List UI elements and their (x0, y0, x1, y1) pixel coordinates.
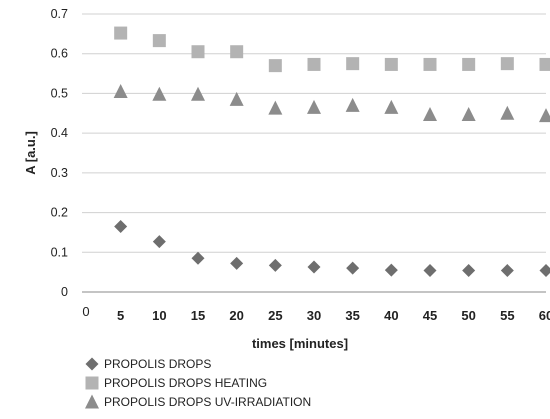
data-point-series-1 (230, 256, 244, 270)
data-point-series-1 (268, 258, 282, 272)
data-point-series-3 (152, 86, 167, 101)
legend-marker-2 (85, 376, 99, 390)
data-point-series-1 (307, 260, 321, 274)
data-point-series-1 (423, 264, 437, 278)
x-tick-label: 10 (152, 308, 166, 323)
data-point-series-1 (539, 264, 550, 278)
data-point-series-2 (114, 26, 128, 40)
data-point-series-1 (500, 264, 514, 278)
data-point-series-2 (152, 34, 166, 48)
data-point-series-2 (462, 57, 476, 71)
data-point-series-1 (462, 264, 476, 278)
y-tick-label: 0.7 (51, 7, 68, 21)
x-tick-label: 50 (461, 308, 475, 323)
x-tick-label: 25 (268, 308, 282, 323)
data-point-series-3 (229, 91, 244, 106)
x-tick-label: 40 (384, 308, 398, 323)
legend-label-1: PROPOLIS DROPS (104, 357, 211, 371)
data-point-series-1 (191, 251, 205, 265)
data-point-series-2 (268, 59, 282, 73)
data-point-series-3 (191, 86, 205, 101)
legend-marker-1 (85, 357, 99, 371)
y-tick-label: 0.1 (51, 245, 68, 259)
y-tick-label: 0.6 (51, 47, 68, 61)
data-point-series-3 (268, 100, 283, 115)
data-point-series-1 (114, 219, 128, 233)
data-point-series-2 (230, 45, 244, 59)
x-tick-label: 20 (229, 308, 243, 323)
legend-marker-3 (85, 394, 99, 409)
y-axis-ticks: 0 0.1 0.2 0.3 0.4 0.5 0.6 0.7 (51, 7, 68, 299)
x-tick-label: 45 (423, 308, 437, 323)
legend-label-3: PROPOLIS DROPS UV-IRRADIATION (104, 395, 311, 409)
gridlines (82, 13, 546, 293)
data-point-series-2 (346, 57, 360, 71)
x-tick-label: 55 (500, 308, 514, 323)
data-point-series-3 (500, 105, 515, 120)
data-point-series-3 (345, 97, 360, 112)
x-tick-label: 35 (345, 308, 359, 323)
data-point-series-1 (346, 261, 360, 275)
x-tick-label: 30 (307, 308, 321, 323)
data-point-series-1 (152, 235, 166, 249)
data-point-series-2 (384, 57, 398, 71)
legend: PROPOLIS DROPS PROPOLIS DROPS HEATING PROP… (85, 357, 311, 409)
x-tick-label: 5 (117, 308, 124, 323)
y-axis-title: A [a.u.] (23, 131, 38, 175)
data-point-series-3 (539, 108, 550, 123)
data-point-series-2 (539, 57, 550, 71)
data-point-series-2 (191, 45, 205, 59)
y-tick-label: 0 (61, 285, 68, 299)
x-tick-label: 15 (191, 308, 205, 323)
x-axis-title: times [minutes] (252, 336, 348, 351)
y-tick-label: 0.3 (51, 166, 68, 180)
data-point-series-2 (500, 57, 514, 71)
data-point-series-2 (307, 57, 321, 71)
legend-label-2: PROPOLIS DROPS HEATING (104, 376, 267, 390)
y-tick-label: 0.4 (51, 126, 68, 140)
y-tick-label: 0.5 (51, 86, 68, 100)
data-point-series-3 (461, 106, 476, 121)
data-point-series-3 (307, 99, 321, 114)
x-axis-ticks: 0 5 10 15 20 25 30 35 40 45 50 55 60 (82, 304, 550, 323)
x-tick-label: 60 (539, 308, 550, 323)
y-tick-label: 0.2 (51, 206, 68, 220)
data-point-series-3 (423, 106, 437, 121)
x-tick-label: 0 (82, 304, 89, 319)
data-point-series-3 (384, 99, 399, 114)
data-point-series-2 (423, 57, 437, 71)
data-point-series-3 (113, 83, 128, 98)
data-points (113, 26, 550, 278)
data-point-series-1 (384, 263, 398, 277)
